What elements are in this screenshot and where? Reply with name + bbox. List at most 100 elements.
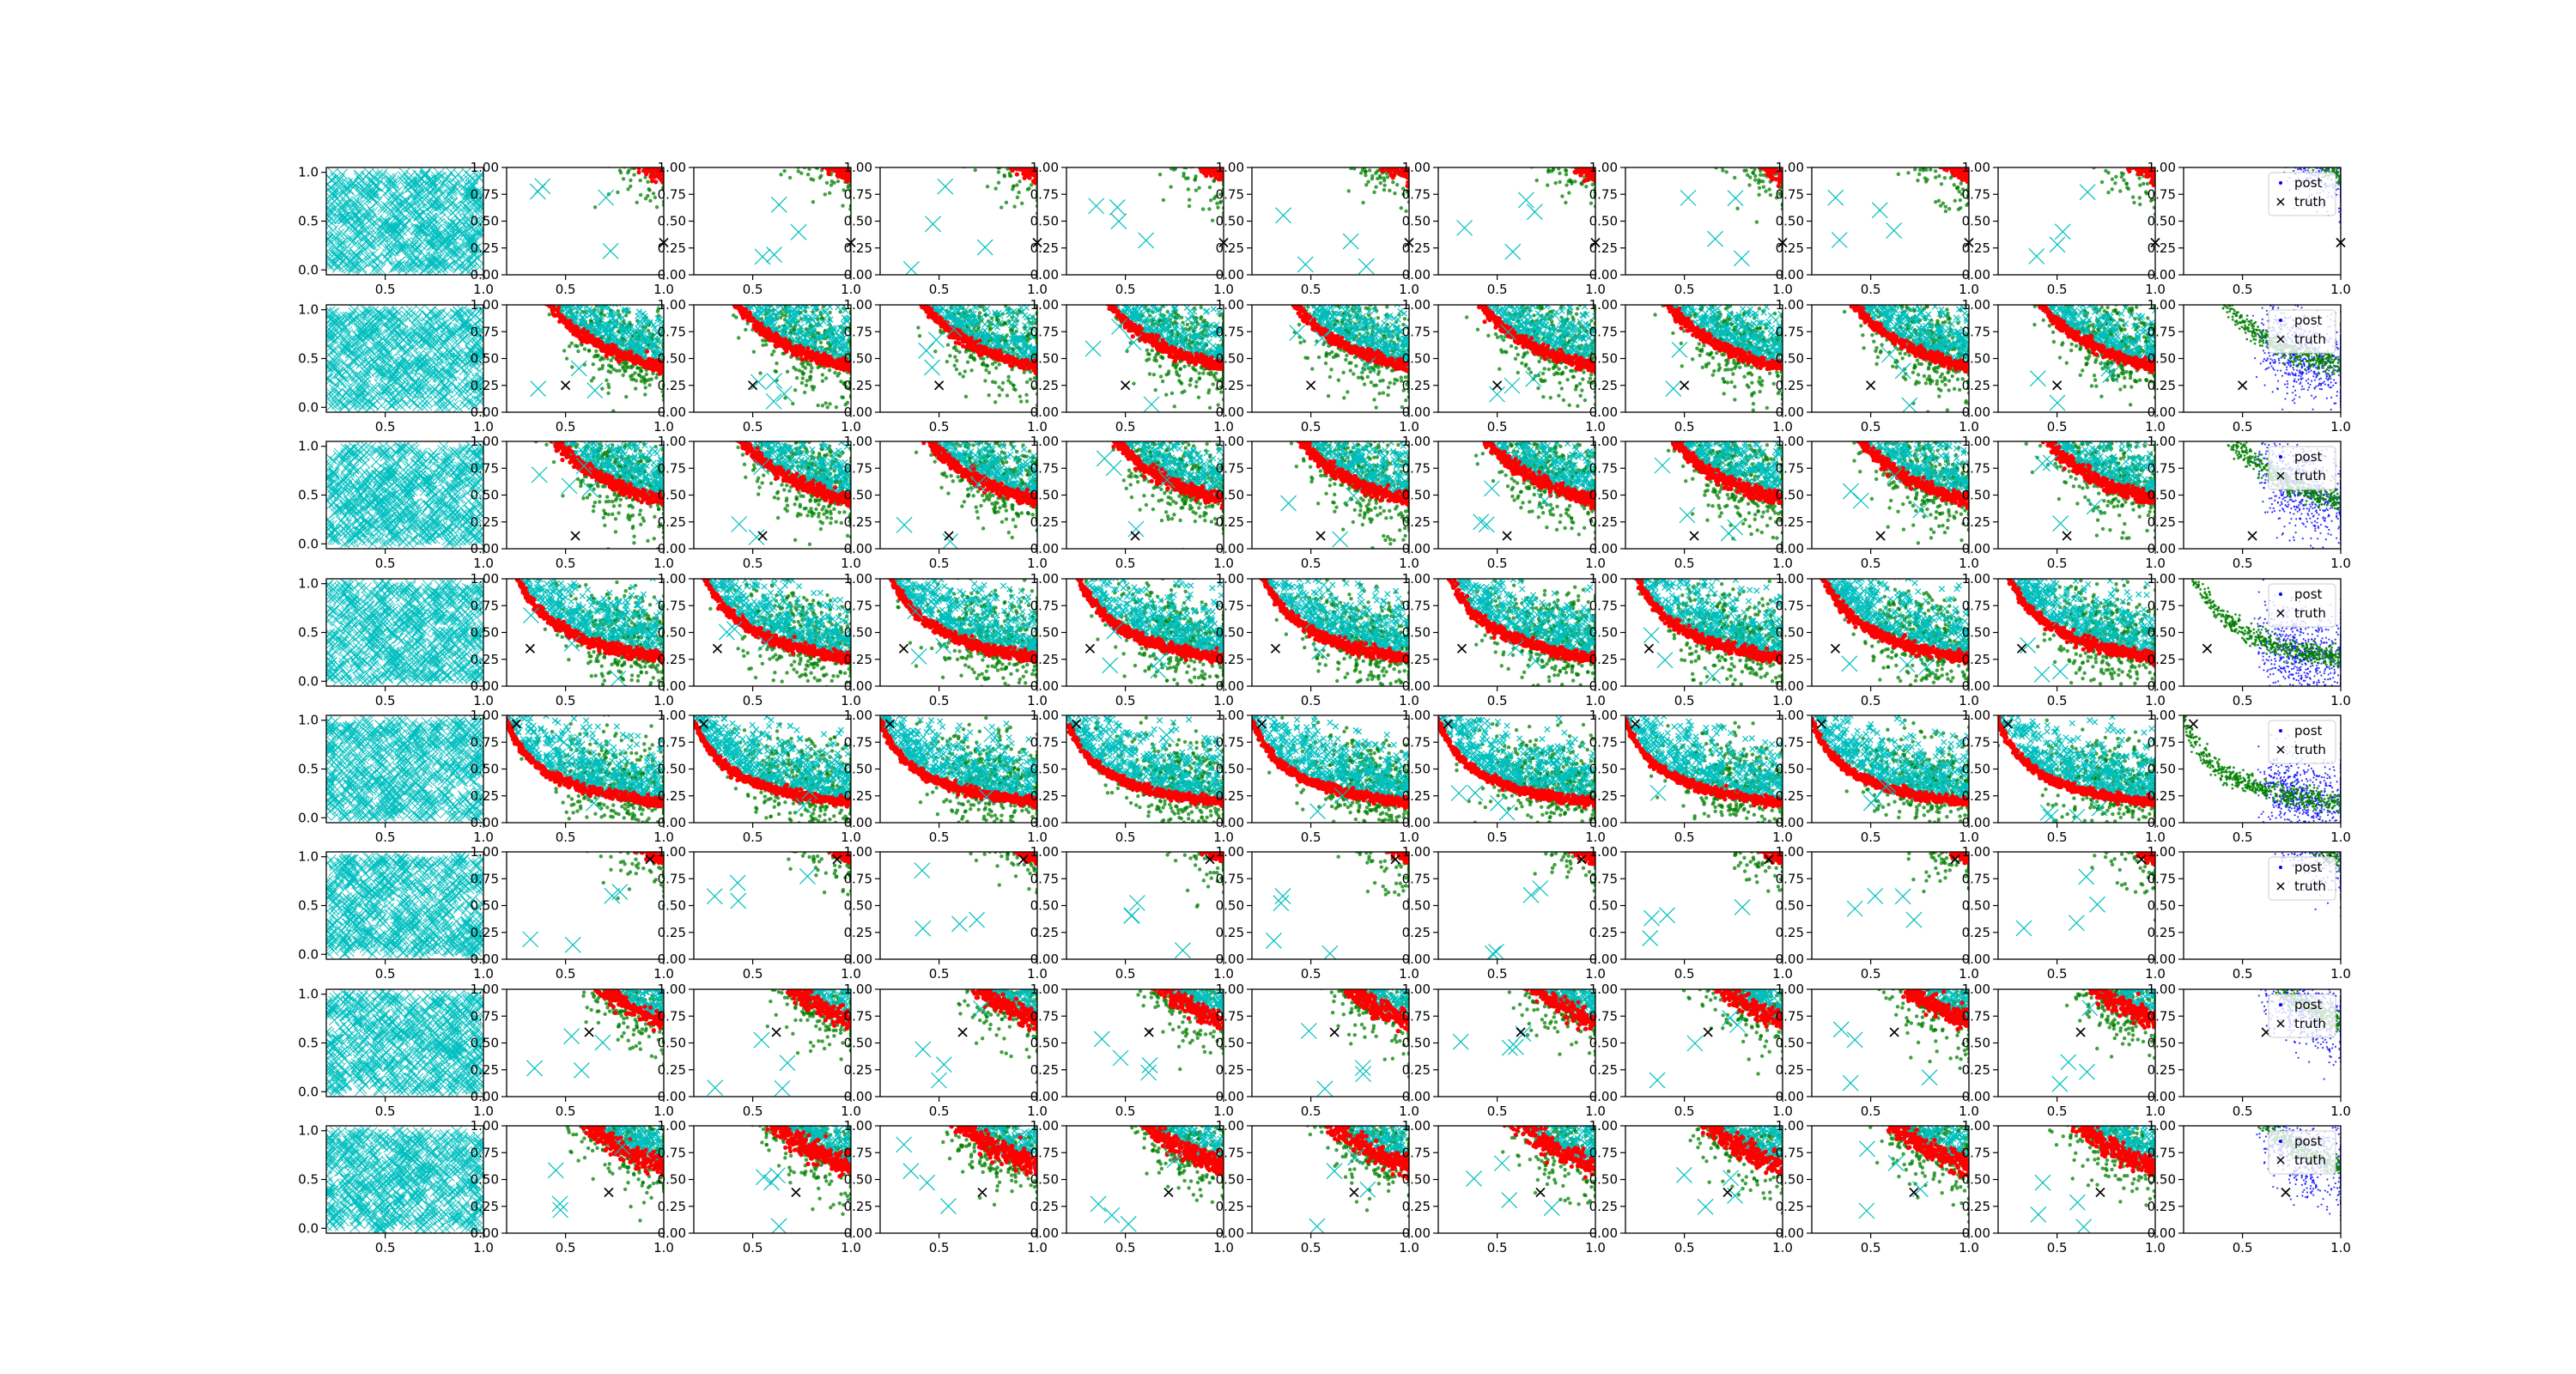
y-tick-label: 0.25 [658, 240, 686, 256]
likelihood-band-point [646, 167, 650, 172]
likelihood-band-point [826, 171, 830, 175]
likelihood-band-point [835, 173, 840, 178]
population-point [1937, 199, 1941, 203]
y-tick-label: 1.00 [658, 160, 686, 175]
population-point [1370, 177, 1374, 180]
y-tick-label: 0.00 [1589, 267, 1618, 283]
likelihood-band-point [636, 170, 641, 174]
likelihood-band-point [1209, 173, 1213, 178]
population-point [1216, 205, 1219, 209]
likelihood-band-point [1200, 169, 1204, 173]
population-point [1395, 183, 1399, 186]
likelihood-band-point [844, 176, 848, 180]
population-point [1753, 178, 1757, 181]
y-tick-label: 0.25 [471, 240, 499, 256]
population-point [1958, 190, 1961, 193]
population-point [1944, 210, 1947, 213]
y-tick-label: 0.75 [1030, 186, 1059, 202]
population-point [1929, 167, 1932, 171]
x-tick-label: 1.0 [1399, 282, 1419, 297]
population-point [1721, 168, 1724, 172]
population-point [626, 187, 629, 191]
population-point [1584, 185, 1588, 188]
population-point [1748, 175, 1752, 179]
y-tick-label: 0.0 [298, 262, 319, 277]
population-point [1005, 201, 1008, 204]
population-point [629, 179, 632, 182]
likelihood-band-point [1391, 175, 1395, 179]
population-point [1944, 204, 1947, 208]
y-tick-label: 0.75 [1402, 186, 1431, 202]
likelihood-band-point [1770, 169, 1774, 173]
population-point [1535, 179, 1539, 182]
population-point [1747, 183, 1751, 186]
y-tick-label: 0.50 [1776, 214, 1804, 229]
population-point [1725, 170, 1728, 173]
population-point [2111, 178, 2114, 181]
x-tick-label: 1.0 [1585, 282, 1606, 297]
population-point [647, 188, 651, 192]
likelihood-band-point [1393, 171, 1397, 175]
population-point [1937, 174, 1941, 178]
population-point [788, 176, 792, 179]
population-point [1913, 167, 1917, 171]
population-point [836, 179, 840, 183]
population-point [1186, 176, 1189, 179]
y-tick-label: 0.50 [1216, 214, 1244, 229]
population-point [639, 193, 642, 197]
population-point [1378, 174, 1382, 178]
population-point [1169, 185, 1172, 188]
population-point [635, 201, 639, 204]
x-tick-label: 0.5 [375, 282, 396, 297]
likelihood-band-point [651, 172, 655, 176]
population-point [1564, 201, 1567, 204]
likelihood-band-point [1774, 177, 1778, 181]
y-tick-label: 0.25 [1402, 240, 1431, 256]
x-tick-label: 0.5 [556, 282, 576, 297]
x-tick-label: 1.0 [841, 282, 861, 297]
y-tick-label: 1.0 [298, 165, 319, 180]
y-tick-label: 0.75 [658, 186, 686, 202]
population-point [1012, 185, 1015, 188]
y-tick-label: 0.5 [298, 214, 319, 229]
likelihood-band-point [1951, 171, 1955, 175]
population-point [1201, 207, 1205, 210]
population-point [1553, 181, 1557, 185]
population-point [1364, 173, 1367, 177]
population-point [1009, 174, 1012, 178]
population-point [782, 169, 786, 173]
population-point [1382, 188, 1386, 192]
population-point [1366, 179, 1370, 183]
population-point [1400, 206, 1403, 210]
population-point [1564, 183, 1568, 186]
population-point [1745, 168, 1748, 172]
population-point [1391, 180, 1394, 184]
x-tick-label: 0.5 [1674, 282, 1695, 297]
y-tick-label: 0.50 [658, 214, 686, 229]
likelihood-band-point [1959, 178, 1964, 182]
population-point [1733, 176, 1736, 179]
population-point [1193, 178, 1196, 181]
population-point [1018, 179, 1021, 183]
population-point [1546, 184, 1549, 187]
population-point [1959, 182, 1963, 185]
population-point [1188, 198, 1191, 201]
likelihood-band-point [1770, 178, 1774, 182]
population-point [646, 180, 649, 184]
y-tick-label: 0.00 [658, 267, 686, 283]
likelihood-band-point [1965, 175, 1969, 179]
likelihood-band-point [1382, 168, 1386, 173]
y-tick-label: 0.75 [844, 186, 872, 202]
population-point [1361, 167, 1364, 171]
x-tick-label: 1.0 [1213, 282, 1234, 297]
y-tick-label: 0.00 [1776, 267, 1804, 283]
population-point [1947, 207, 1951, 210]
population-point [1382, 184, 1386, 187]
y-tick-label: 0.25 [1216, 240, 1244, 256]
population-point [829, 183, 833, 186]
population-point [1758, 186, 1761, 190]
x-tick-label: 1.0 [1959, 282, 1979, 297]
population-point [1012, 204, 1016, 208]
population-point [1924, 168, 1928, 172]
y-tick-label: 0.25 [1030, 240, 1059, 256]
